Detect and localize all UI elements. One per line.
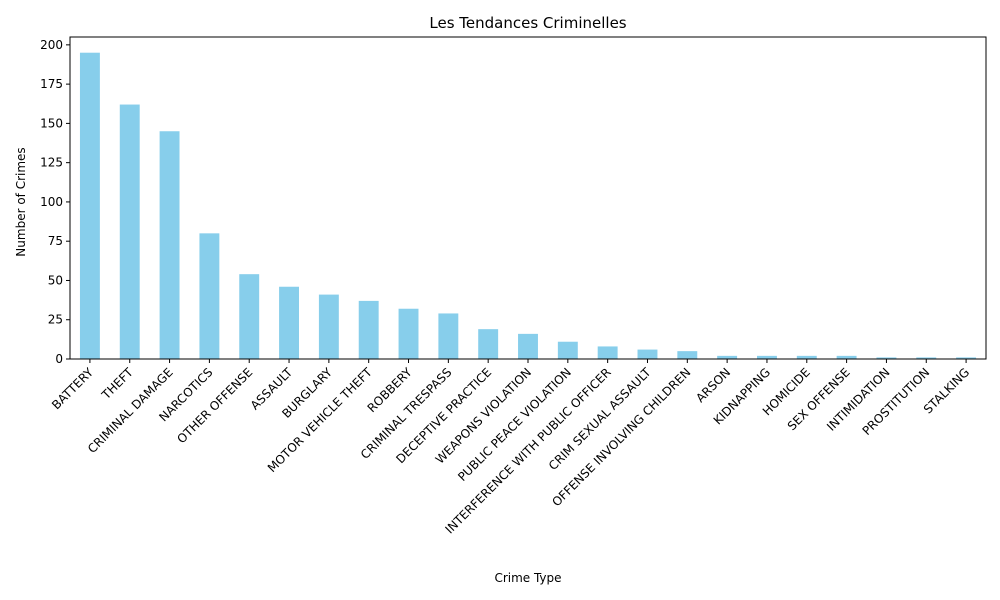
bar-motor-vehicle-theft: [358, 300, 379, 359]
x-tick-label: OTHER OFFENSE: [174, 365, 255, 446]
y-axis: 0 25 50 75 100 125 150 175 200: [40, 38, 70, 366]
chart-title: Les Tendances Criminelles: [429, 14, 626, 32]
bar-deceptive-practice: [478, 329, 499, 359]
y-axis-label: Number of Crimes: [14, 147, 28, 256]
y-tick-label: 200: [40, 38, 63, 52]
bar-stalking: [956, 357, 977, 359]
y-tick-label: 25: [48, 313, 63, 327]
y-tick-label: 125: [40, 156, 63, 170]
bar-criminal-trespass: [438, 313, 459, 359]
bar-crim-sexual-assault: [637, 349, 658, 359]
bar-narcotics: [199, 233, 220, 359]
x-tick-label: THEFT: [98, 365, 136, 403]
bar-interference-with-public-officer: [597, 346, 618, 359]
bar-intimidation: [876, 357, 897, 359]
bar-burglary: [318, 294, 339, 359]
bar-public-peace-violation: [557, 341, 578, 359]
plot-frame: [69, 36, 987, 360]
y-tick-label: 100: [40, 195, 63, 209]
bars-group: [79, 52, 977, 360]
bar-weapons-violation: [518, 333, 538, 359]
bar-prostitution: [916, 357, 937, 359]
bar-battery: [79, 52, 100, 360]
bar-criminal-damage: [159, 131, 180, 359]
bar-robbery: [398, 308, 419, 359]
bar-arson: [717, 355, 738, 359]
x-axis-label: Crime Type: [494, 571, 561, 585]
bar-sex-offense: [836, 355, 857, 359]
y-tick-label: 175: [40, 77, 63, 91]
bar-theft: [119, 104, 140, 359]
bar-homicide: [796, 355, 817, 359]
y-tick-label: 150: [40, 116, 63, 130]
bar-other-offense: [239, 274, 260, 359]
bar-assault: [279, 286, 299, 359]
y-tick-label: 0: [55, 352, 63, 366]
x-tick-label: BATTERY: [49, 365, 96, 412]
bar-offense-involving-children: [677, 351, 698, 359]
x-tick-label: ARSON: [693, 365, 733, 405]
y-tick-label: 75: [48, 234, 63, 248]
y-tick-label: 50: [48, 273, 63, 287]
bar-kidnapping: [757, 355, 777, 359]
